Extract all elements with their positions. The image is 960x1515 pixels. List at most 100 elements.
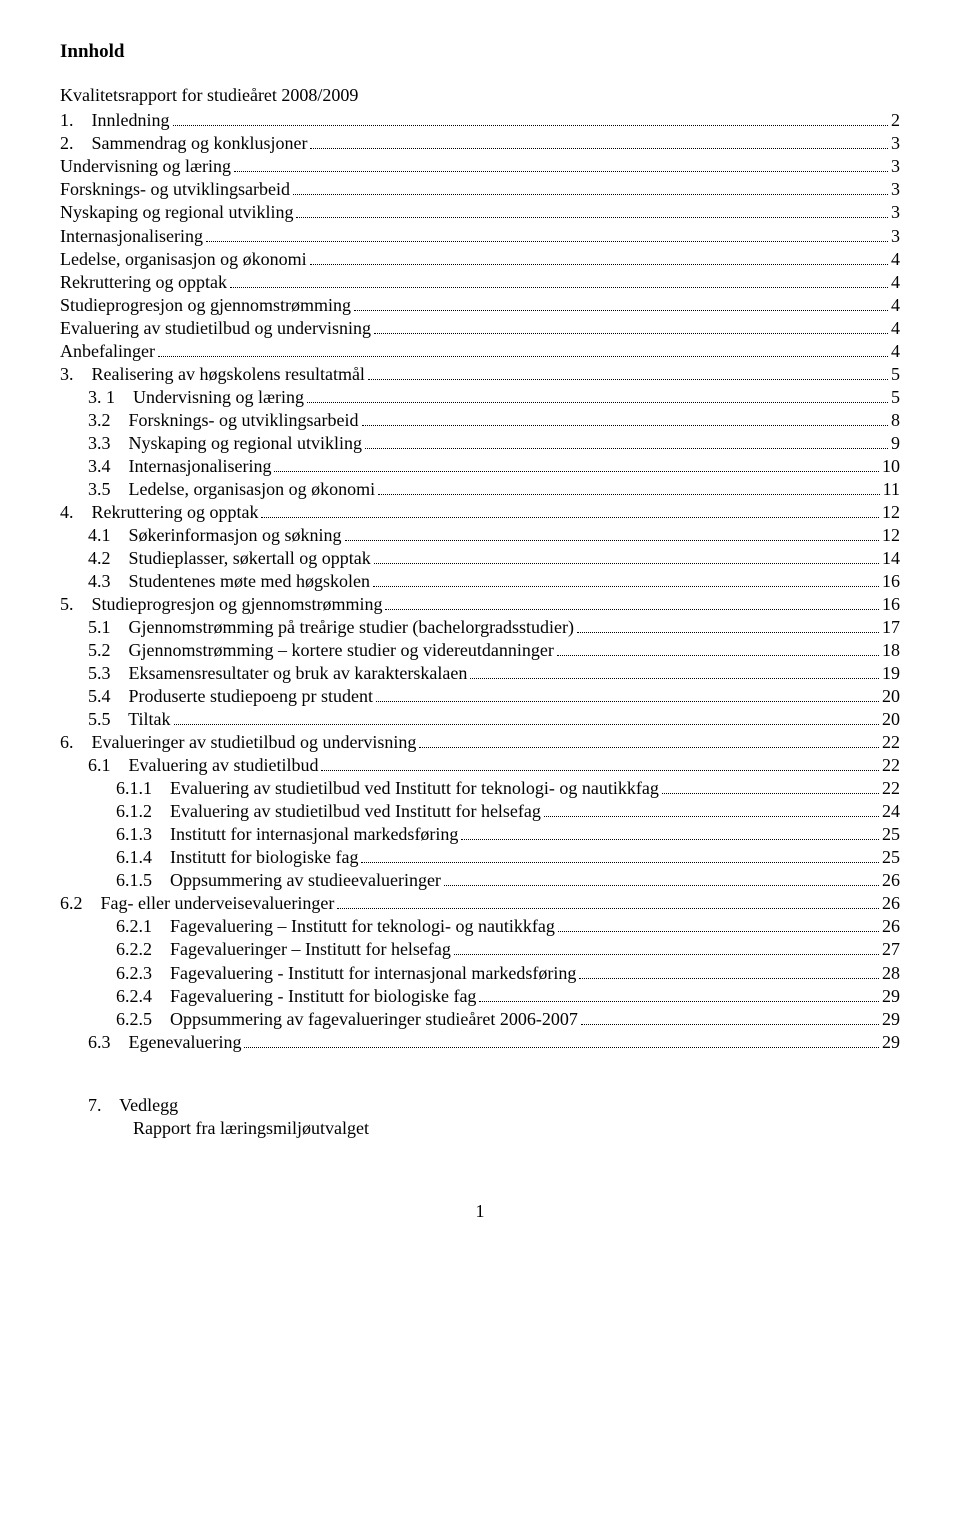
toc-entry-page: 2 — [891, 109, 900, 132]
toc-entry-label: Evaluering av studietilbud og undervisni… — [60, 317, 371, 340]
toc-entry-label: 6.1.3 Institutt for internasjonal marked… — [60, 823, 458, 846]
toc-leader-dots — [557, 655, 879, 656]
toc-entry-label: 4. Rekruttering og opptak — [60, 501, 258, 524]
toc-entry-label: Rekruttering og opptak — [60, 271, 227, 294]
toc-entry-page: 11 — [883, 478, 900, 501]
toc-entry: 3. Realisering av høgskolens resultatmål… — [60, 363, 900, 386]
toc-entry-label: 3.5 Ledelse, organisasjon og økonomi — [60, 478, 375, 501]
toc-leader-dots — [558, 931, 879, 932]
toc-entry-label: 6.2.4 Fagevaluering - Institutt for biol… — [60, 985, 476, 1008]
toc-leader-dots — [345, 540, 880, 541]
toc-leader-dots — [479, 1001, 879, 1002]
toc-entry: 2. Sammendrag og konklusjoner 3 — [60, 132, 900, 155]
toc-entry-label: 3.4 Internasjonalisering — [60, 455, 271, 478]
footer-line-1: 7. Vedlegg — [88, 1094, 900, 1117]
toc-entry-label: 5.2 Gjennomstrømming – kortere studier o… — [60, 639, 554, 662]
toc-entry: 5.5 Tiltak 20 — [60, 708, 900, 731]
toc-leader-dots — [174, 724, 879, 725]
toc-entry-label: 5.5 Tiltak — [60, 708, 171, 731]
toc-leader-dots — [378, 494, 880, 495]
toc-entry: 5.1 Gjennomstrømming på treårige studier… — [60, 616, 900, 639]
toc-entry-label: Undervisning og læring — [60, 155, 231, 178]
toc-entry: 3. 1 Undervisning og læring5 — [60, 386, 900, 409]
toc-entry-page: 4 — [891, 294, 900, 317]
toc-entry: 6.2.4 Fagevaluering - Institutt for biol… — [60, 985, 900, 1008]
toc-entry-label: Nyskaping og regional utvikling — [60, 201, 293, 224]
toc-leader-dots — [234, 171, 888, 172]
toc-entry: 5.4 Produserte studiepoeng pr student20 — [60, 685, 900, 708]
toc-leader-dots — [354, 310, 888, 311]
toc-leader-dots — [310, 148, 888, 149]
toc-entry-page: 26 — [882, 892, 900, 915]
toc-entry-label: 2. Sammendrag og konklusjoner — [60, 132, 307, 155]
toc-entry: 4.1 Søkerinformasjon og søkning12 — [60, 524, 900, 547]
toc-entry-label: 6.2.5 Oppsummering av fagevalueringer st… — [60, 1008, 578, 1031]
toc-entry-label: 1. Innledning — [60, 109, 170, 132]
toc-leader-dots — [544, 816, 879, 817]
toc-leader-dots — [296, 217, 888, 218]
toc-entry-page: 25 — [882, 846, 900, 869]
toc-entry: 6. Evalueringer av studietilbud og under… — [60, 731, 900, 754]
toc-entry-label: Forsknings- og utviklingsarbeid — [60, 178, 290, 201]
toc-entry-page: 29 — [882, 1008, 900, 1031]
toc-leader-dots — [470, 678, 879, 679]
footer-line-2: Rapport fra læringsmiljøutvalget — [88, 1117, 900, 1140]
toc-entry: 6.1 Evaluering av studietilbud22 — [60, 754, 900, 777]
toc-entry-page: 4 — [891, 248, 900, 271]
toc-entry-label: 3. Realisering av høgskolens resultatmål — [60, 363, 365, 386]
toc-entry: 4.2 Studieplasser, søkertall og opptak14 — [60, 547, 900, 570]
toc-entry: 3.4 Internasjonalisering10 — [60, 455, 900, 478]
toc-leader-dots — [444, 885, 879, 886]
toc-footer: 7. Vedlegg Rapport fra læringsmiljøutval… — [60, 1094, 900, 1140]
toc-leader-dots — [581, 1024, 879, 1025]
toc-entry: Internasjonalisering3 — [60, 225, 900, 248]
toc-entry: Undervisning og læring3 — [60, 155, 900, 178]
toc-entry-label: 4.1 Søkerinformasjon og søkning — [60, 524, 342, 547]
toc-entry-page: 9 — [891, 432, 900, 455]
toc-entry-page: 3 — [891, 201, 900, 224]
toc-leader-dots — [373, 586, 879, 587]
toc-entry: 4. Rekruttering og opptak12 — [60, 501, 900, 524]
toc-entry-label: Studieprogresjon og gjennomstrømming — [60, 294, 351, 317]
toc-entry-page: 16 — [882, 570, 900, 593]
toc-entry-label: 6.2.1 Fagevaluering – Institutt for tekn… — [60, 915, 555, 938]
toc-entry-page: 16 — [882, 593, 900, 616]
toc-entry: Nyskaping og regional utvikling 3 — [60, 201, 900, 224]
toc-leader-dots — [307, 402, 888, 403]
toc-entry-label: Internasjonalisering — [60, 225, 203, 248]
toc-entry-label: 5.1 Gjennomstrømming på treårige studier… — [60, 616, 574, 639]
toc-entry-label: 6.1.4 Institutt for biologiske fag — [60, 846, 358, 869]
toc-leader-dots — [454, 954, 879, 955]
toc-entry-page: 22 — [882, 777, 900, 800]
toc-leader-dots — [293, 194, 888, 195]
toc-entry-page: 27 — [882, 938, 900, 961]
toc-entry-label: 3.2 Forsknings- og utviklingsarbeid — [60, 409, 359, 432]
toc-entry-page: 24 — [882, 800, 900, 823]
toc-entry: Ledelse, organisasjon og økonomi4 — [60, 248, 900, 271]
toc-entry: 6.1.3 Institutt for internasjonal marked… — [60, 823, 900, 846]
toc-entry-label: 5. Studieprogresjon og gjennomstrømming — [60, 593, 382, 616]
toc-entry: 6.2 Fag- eller underveisevalueringer26 — [60, 892, 900, 915]
toc-entry-page: 3 — [891, 132, 900, 155]
toc-leader-dots — [337, 908, 879, 909]
toc-heading: Innhold — [60, 40, 900, 64]
toc-entry: 4.3 Studentenes møte med høgskolen16 — [60, 570, 900, 593]
toc-list: 1. Innledning22. Sammendrag og konklusjo… — [60, 109, 900, 1053]
toc-entry: 5.3 Eksamensresultater og bruk av karakt… — [60, 662, 900, 685]
toc-entry-page: 19 — [882, 662, 900, 685]
toc-leader-dots — [365, 448, 888, 449]
toc-entry: 5.2 Gjennomstrømming – kortere studier o… — [60, 639, 900, 662]
toc-entry: 3.5 Ledelse, organisasjon og økonomi 11 — [60, 478, 900, 501]
toc-entry-page: 4 — [891, 317, 900, 340]
toc-entry-page: 20 — [882, 708, 900, 731]
toc-leader-dots — [310, 264, 888, 265]
toc-entry: 3.2 Forsknings- og utviklingsarbeid8 — [60, 409, 900, 432]
toc-leader-dots — [173, 125, 889, 126]
toc-entry-label: Anbefalinger — [60, 340, 155, 363]
toc-entry-label: 6.2.2 Fagevalueringer – Institutt for he… — [60, 938, 451, 961]
toc-entry-page: 22 — [882, 731, 900, 754]
toc-entry: 6.3 Egenevaluering29 — [60, 1031, 900, 1054]
toc-entry-page: 17 — [882, 616, 900, 639]
toc-entry-page: 3 — [891, 178, 900, 201]
toc-leader-dots — [362, 425, 889, 426]
